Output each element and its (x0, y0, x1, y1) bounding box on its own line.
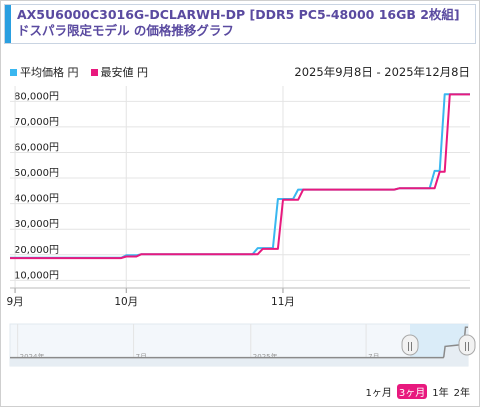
chart-legend: 平均価格 円 最安値 円 (10, 64, 148, 80)
title-accent-bar (5, 5, 11, 43)
navigator-left-handle[interactable]: || (401, 334, 419, 356)
legend-label-average: 平均価格 円 (20, 66, 79, 79)
y-tick-label: 30,000円 (14, 219, 59, 230)
handle-grip-icon: || (464, 342, 470, 352)
range-button[interactable]: 1年 (432, 388, 449, 399)
y-tick-label: 80,000円 (14, 91, 59, 102)
x-tick-label: 11月 (271, 296, 295, 308)
legend-swatch-average (10, 68, 17, 76)
date-range-label: 2025年9月8日 - 2025年12月8日 (294, 65, 470, 79)
range-button[interactable]: 2年 (453, 388, 470, 399)
title-bar: AX5U6000C3016G-DCLARWH-DP [DDR5 PC5-4800… (4, 4, 476, 44)
legend-swatch-lowest (90, 68, 98, 76)
y-tick-label: 10,000円 (14, 270, 59, 281)
legend-item-average[interactable]: 平均価格 円 (10, 64, 79, 80)
legend-label-lowest: 最安値 円 (100, 66, 149, 79)
legend-item-lowest[interactable]: 最安値 円 (90, 64, 149, 80)
range-button[interactable]: 3ヶ月 (396, 384, 428, 399)
page-title: AX5U6000C3016G-DCLARWH-DP [DDR5 PC5-4800… (17, 7, 460, 38)
x-tick-label: 10月 (114, 296, 138, 308)
navigator-date-label: 2024年 (20, 352, 45, 361)
y-tick-label: 60,000円 (14, 142, 59, 153)
y-tick-label: 70,000円 (14, 117, 59, 128)
range-selector: 1ヶ月 3ヶ月 1年 2年 (365, 384, 470, 399)
handle-grip-icon: || (407, 342, 413, 352)
navigator-right-handle[interactable]: || (458, 334, 476, 356)
range-button[interactable]: 1ヶ月 (365, 388, 392, 399)
y-tick-label: 20,000円 (14, 245, 59, 256)
y-tick-label: 40,000円 (14, 194, 59, 205)
handle-knob[interactable] (401, 334, 419, 356)
navigator-date-label: 2025年 (253, 352, 278, 361)
y-tick-label: 50,000円 (14, 168, 59, 179)
x-tick-label: 9月 (6, 296, 23, 308)
series-line-lowest (10, 93, 470, 260)
navigator-series-line (10, 326, 468, 359)
handle-knob[interactable] (458, 334, 476, 356)
